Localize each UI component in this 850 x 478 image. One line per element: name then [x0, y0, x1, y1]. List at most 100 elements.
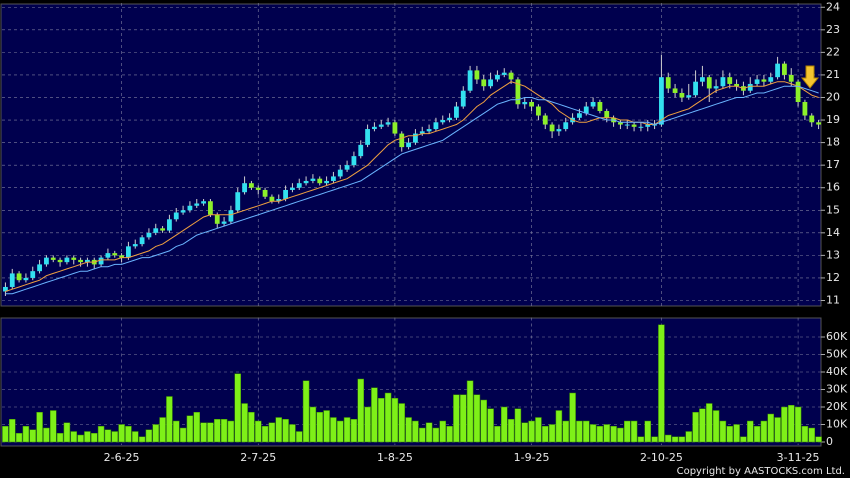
volume-bar [398, 403, 405, 443]
volume-bar [152, 424, 159, 443]
volume-bar [521, 422, 528, 443]
volume-bar [22, 426, 30, 443]
volume-bar [234, 373, 241, 443]
candle-body [782, 63, 787, 75]
candle-body [173, 212, 179, 220]
volume-bar [712, 410, 720, 443]
candle-body [727, 77, 733, 84]
volume-bar [56, 433, 64, 443]
volume-bar [275, 417, 282, 443]
candle-body [631, 124, 637, 127]
candle-body [508, 72, 514, 80]
volume-bar [138, 436, 146, 443]
volume-bar [699, 408, 706, 443]
candle-body [618, 122, 623, 125]
y-tick-label: 24 [826, 0, 840, 13]
candle-body [37, 264, 42, 272]
candle-body [3, 286, 8, 292]
y-tick-label: 14 [826, 226, 840, 239]
candle-body [713, 86, 719, 89]
candle-body [645, 124, 651, 127]
volume-bar [384, 392, 392, 443]
y-tick-label: 20 [826, 90, 840, 103]
candle-body [488, 79, 493, 87]
volume-bar [767, 413, 774, 443]
candle-body [761, 79, 767, 82]
candle-body [693, 81, 698, 96]
candle-body [351, 156, 357, 166]
candle-body [255, 187, 261, 190]
candle-body [283, 189, 288, 199]
candle-body [9, 273, 15, 287]
candle-body [652, 124, 657, 126]
volume-bar [678, 436, 686, 443]
candle-body [515, 79, 521, 105]
y-tick-label: 18 [826, 136, 840, 149]
volume-bar [658, 324, 665, 443]
volume-bar [514, 408, 522, 443]
volume-bar [186, 415, 194, 443]
candle-body [474, 70, 480, 80]
volume-bar [589, 424, 597, 443]
volume-bar [644, 420, 651, 443]
volume-bar [166, 396, 173, 443]
candle-body [180, 210, 186, 213]
volume-bar [343, 417, 351, 443]
signal-arrow [800, 65, 820, 89]
volume-bar [405, 417, 412, 443]
volume-bar [466, 380, 474, 443]
volume-bar [473, 394, 481, 443]
volume-bar [542, 426, 549, 443]
volume-bar [507, 419, 515, 443]
volume-bar [808, 427, 815, 443]
volume-bar [9, 419, 16, 443]
candle-body [214, 214, 220, 224]
candle-body [419, 131, 425, 134]
candle-body [501, 72, 507, 75]
candle-body [167, 219, 172, 231]
volume-bar [337, 420, 344, 443]
volume-bar [289, 424, 296, 443]
volume-bar [357, 378, 364, 443]
candle-body [597, 101, 603, 112]
candle-body [706, 77, 712, 89]
y-tick-label: 40K [826, 365, 848, 378]
volume-bar [719, 420, 727, 443]
candle-body [467, 70, 473, 91]
volume-bar [132, 431, 139, 443]
volume-bar [323, 410, 330, 443]
volume-bar [50, 410, 57, 443]
volume-bar [104, 429, 112, 443]
volume-bar [671, 436, 679, 443]
candle-body [542, 115, 548, 125]
volume-bar [665, 434, 672, 443]
candle-body [775, 63, 780, 78]
x-tick-label: 3-11-25 [777, 451, 820, 464]
y-tick-label: 22 [826, 45, 840, 58]
candle-body [85, 259, 90, 263]
x-tick-label: 2-6-25 [104, 451, 140, 464]
candle-body [201, 201, 206, 204]
volume-bar [29, 429, 36, 443]
candle-body [809, 115, 815, 123]
volume-bar [480, 399, 487, 443]
candle-body [624, 124, 630, 126]
volume-bar [637, 436, 645, 443]
candle-body [563, 122, 569, 130]
candle-body [303, 180, 309, 184]
y-tick-label: 13 [826, 248, 840, 261]
volume-bar [15, 433, 23, 443]
candle-body [194, 203, 200, 206]
volume-bar [302, 380, 310, 443]
volume-bar [569, 392, 576, 443]
volume-bar [97, 426, 105, 443]
volume-bar [583, 420, 590, 443]
y-tick-label: 60K [826, 330, 848, 343]
candle-body [700, 77, 705, 82]
candle-body [460, 90, 466, 107]
volume-bar [309, 406, 317, 443]
moving-average-line [5, 85, 819, 295]
candle-body [269, 196, 275, 202]
candle-body [132, 244, 138, 247]
volume-bar [651, 436, 658, 443]
